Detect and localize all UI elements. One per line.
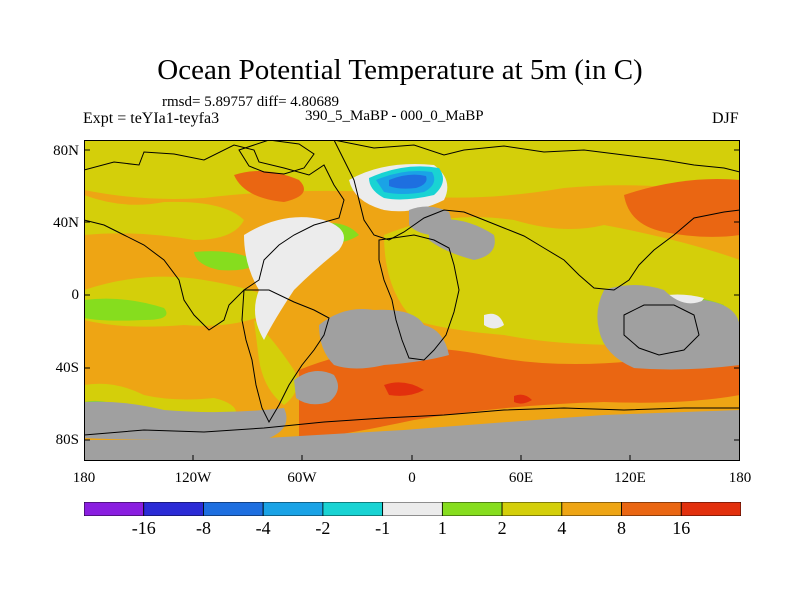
lon-tick-label: 120W bbox=[174, 470, 212, 486]
colorbar-swatch bbox=[262, 502, 324, 516]
experiment-label: Expt = teYIa1-teyfa3 bbox=[83, 110, 220, 127]
coast-greenland bbox=[238, 140, 315, 175]
colorbar-swatch bbox=[143, 502, 204, 516]
colorbar-label: 8 bbox=[617, 518, 627, 538]
colorbar-swatch bbox=[382, 502, 443, 516]
chart-title: Ocean Potential Temperature at 5m (in C) bbox=[157, 54, 643, 86]
temperature-map bbox=[84, 140, 740, 461]
lon-tick-label: 0 bbox=[408, 470, 416, 486]
coast-africa bbox=[378, 234, 460, 361]
field-sam-yellow bbox=[254, 320, 298, 405]
lon-tick-label: 180 bbox=[72, 470, 96, 486]
land-antarctic-west bbox=[294, 371, 338, 405]
lon-tick-label: 60E bbox=[508, 470, 534, 486]
lat-tick-label: 0 bbox=[71, 287, 80, 303]
field-green-npac bbox=[194, 251, 259, 271]
map-ticks bbox=[84, 149, 740, 461]
lon-tick-label: 120E bbox=[614, 470, 646, 486]
lat-tick-label: 40N bbox=[53, 215, 79, 231]
field-hot-red-2 bbox=[514, 394, 532, 404]
coast-antarctica bbox=[84, 407, 740, 436]
colorbar-label: -1 bbox=[375, 518, 391, 538]
coast-eurasia bbox=[333, 140, 740, 291]
field-hot-red bbox=[384, 382, 424, 396]
colorbar-label: -16 bbox=[131, 518, 156, 538]
colorbar-label: 2 bbox=[497, 518, 507, 538]
field-green-pac bbox=[84, 298, 167, 321]
difference-label: 390_5_MaBP - 000_0_MaBP bbox=[305, 108, 484, 124]
colorbar-swatch bbox=[84, 502, 145, 516]
colorbar-swatch bbox=[621, 502, 682, 516]
field-cold-deep bbox=[389, 174, 427, 189]
colorbar bbox=[84, 502, 741, 516]
colorbar-swatch bbox=[441, 502, 503, 516]
colorbar-label: -4 bbox=[255, 518, 271, 538]
colorbar-swatch bbox=[322, 502, 384, 516]
lat-tick-label: 40S bbox=[55, 360, 79, 376]
field-hot-nwpac bbox=[624, 179, 740, 237]
colorbar-swatch bbox=[501, 502, 563, 516]
coast-south-america bbox=[241, 289, 330, 424]
colorbar-swatch bbox=[203, 502, 264, 516]
coast-australia bbox=[623, 304, 700, 356]
land-antarctica bbox=[84, 410, 740, 461]
colorbar-label: 16 bbox=[672, 518, 691, 538]
land-africa-south bbox=[319, 309, 449, 369]
season-label: DJF bbox=[712, 110, 739, 127]
lat-tick-label: 80S bbox=[55, 432, 79, 448]
colorbar-label: 1 bbox=[437, 518, 447, 538]
lon-tick-label: 180 bbox=[728, 470, 752, 486]
colorbar-swatch bbox=[561, 502, 622, 516]
field-npac-yellow bbox=[84, 195, 244, 240]
colorbar-label: -8 bbox=[195, 518, 211, 538]
field-white-south bbox=[484, 313, 504, 329]
field-white-atl bbox=[244, 217, 344, 340]
land-asia-east bbox=[429, 219, 495, 260]
coast-north-america bbox=[84, 144, 345, 331]
lat-tick-label: 80N bbox=[53, 143, 79, 159]
field-hot-npac bbox=[234, 171, 304, 202]
stats-line: rmsd= 5.89757 diff= 4.80689 bbox=[162, 94, 340, 110]
colorbar-label: -2 bbox=[315, 518, 331, 538]
land-australasia bbox=[597, 285, 740, 370]
lon-tick-label: 60W bbox=[287, 470, 317, 486]
colorbar-label: 4 bbox=[557, 518, 567, 538]
colorbar-swatch bbox=[680, 502, 741, 516]
